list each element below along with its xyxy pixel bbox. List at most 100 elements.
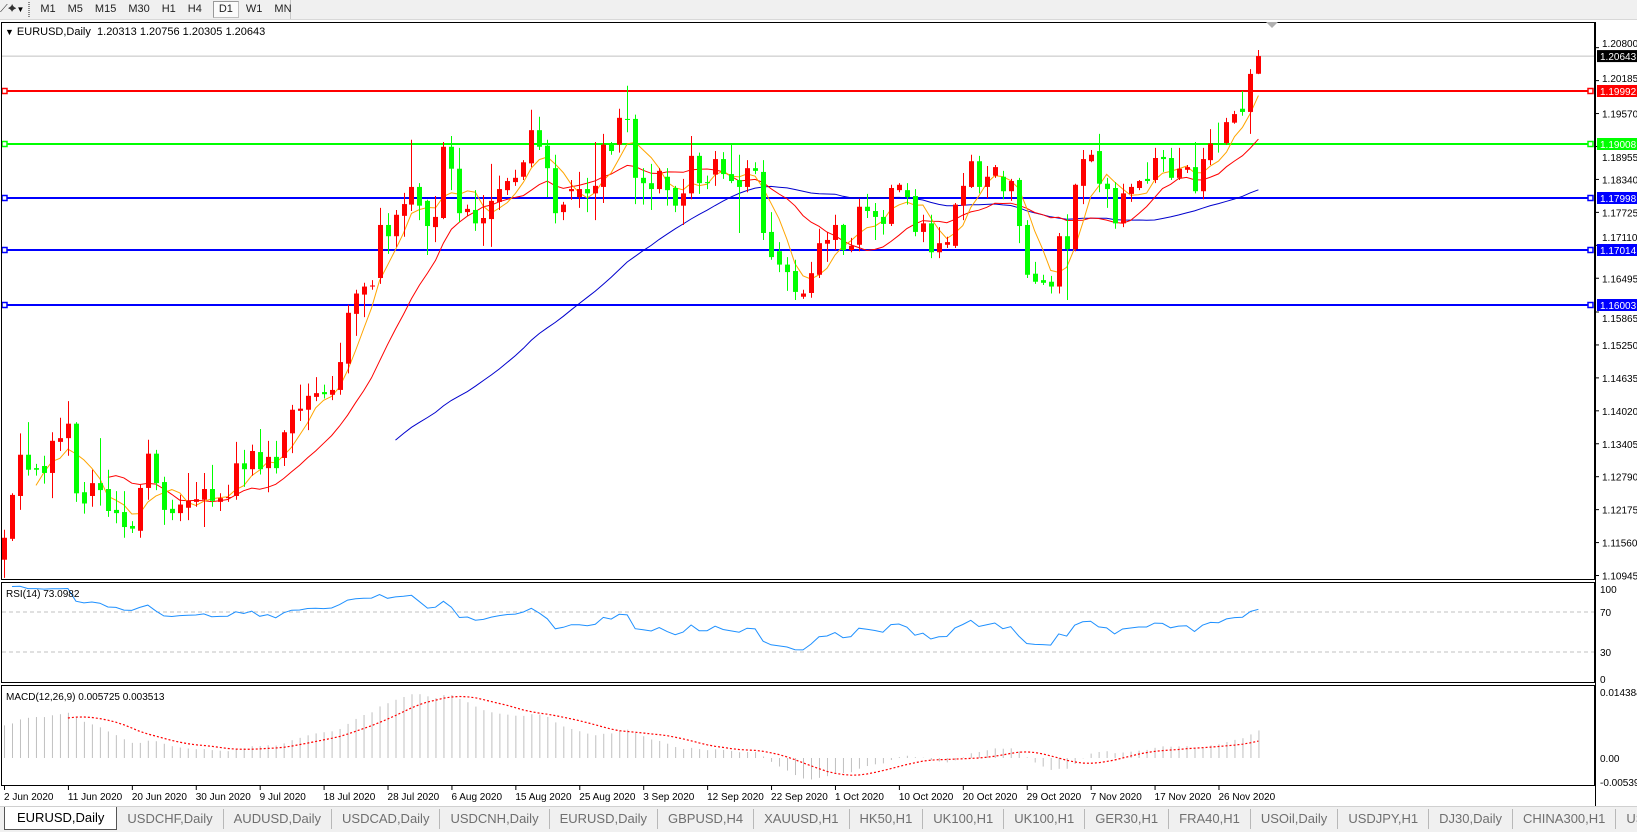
- chart-area[interactable]: 1.20800 1.20185 1.19570 1.18955 1.18340 1.177…: [0, 0, 1637, 806]
- chart-tab[interactable]: USDCNH,Daily: [440, 809, 550, 829]
- chart-tab[interactable]: HK50,H1: [850, 809, 924, 829]
- candle-bull: [745, 168, 750, 187]
- candle-bear: [1161, 156, 1166, 160]
- candle-bull: [1129, 186, 1134, 194]
- price-tick-label: 1.12790: [1602, 473, 1637, 484]
- candle-bull: [1121, 193, 1126, 224]
- candle-bear: [873, 211, 878, 217]
- date-label: 25 Aug 2020: [579, 792, 636, 803]
- chart-tab[interactable]: UK100,H1: [1004, 809, 1086, 829]
- candle-bull: [1089, 154, 1094, 162]
- rsi-tick-label: 30: [1600, 648, 1612, 659]
- candle-bull: [529, 130, 534, 164]
- candle-bull: [18, 454, 23, 496]
- chart-tab[interactable]: CHINA300,H1: [1513, 809, 1617, 829]
- chart-tab[interactable]: FRA40,H1: [1169, 809, 1251, 829]
- date-label: 17 Nov 2020: [1155, 792, 1212, 803]
- date-label: 2 Jun 2020: [4, 792, 54, 803]
- chart-tab[interactable]: AUDUSD,Daily: [224, 809, 333, 829]
- candle-bull: [817, 243, 822, 275]
- chart-tab[interactable]: EURUSD,Daily: [550, 809, 658, 829]
- level-price-label: 1.17998: [1600, 194, 1637, 205]
- chart-tab[interactable]: USDJPY,H1: [1338, 809, 1430, 829]
- timeframe-m15[interactable]: M15: [94, 3, 117, 15]
- chart-tab[interactable]: USDCHF,Daily: [117, 809, 224, 829]
- level-left-handle[interactable]: [2, 246, 8, 254]
- candle-bull: [513, 177, 518, 183]
- candle-bear: [26, 454, 31, 470]
- candle-bear: [473, 209, 478, 224]
- date-label: 15 Aug 2020: [515, 792, 572, 803]
- candle-bear: [769, 231, 774, 258]
- level-right-handle[interactable]: [1587, 87, 1594, 95]
- candle-bull: [338, 362, 343, 390]
- candle-bear: [705, 182, 710, 184]
- price-tick-label: 1.18340: [1602, 175, 1637, 186]
- line-tools-icon[interactable]: ⟋✦: [0, 3, 17, 15]
- candle-bull: [266, 456, 271, 469]
- rsi-panel[interactable]: [1, 582, 1595, 683]
- chart-tab[interactable]: DJ30,Daily: [1429, 809, 1514, 829]
- candle-bear: [1113, 188, 1118, 224]
- level-right-handle[interactable]: [1587, 140, 1594, 148]
- level-left-handle[interactable]: [2, 140, 8, 148]
- level-right-handle[interactable]: [1587, 246, 1594, 254]
- level-right-handle[interactable]: [1587, 194, 1594, 202]
- chart-tab[interactable]: GER30,H1: [1085, 809, 1170, 829]
- candle-bull: [1201, 159, 1206, 192]
- chart-tab[interactable]: USDCAD,Daily: [332, 809, 441, 829]
- candle-bear: [1216, 143, 1221, 145]
- candle-bull: [809, 273, 814, 293]
- date-label: 11 Jun 2020: [68, 792, 123, 803]
- candle-bull: [569, 189, 574, 192]
- timeframe-h1[interactable]: H1: [161, 3, 176, 15]
- timeframe-w1[interactable]: W1: [245, 3, 263, 15]
- candle-bear: [1193, 167, 1198, 192]
- candle-bull: [66, 423, 71, 439]
- candle-bear: [1049, 281, 1054, 287]
- candle-bear: [793, 271, 798, 292]
- level-right-handle[interactable]: [1587, 301, 1594, 309]
- timeframe-mn[interactable]: MN: [274, 3, 292, 15]
- timeframe-h4[interactable]: H4: [187, 3, 202, 15]
- level-left-handle[interactable]: [2, 194, 8, 202]
- candle-bear: [753, 168, 758, 171]
- chart-tab[interactable]: EURUSD,Daily: [4, 807, 118, 830]
- candle-bear: [1145, 178, 1150, 182]
- chart-tab[interactable]: USOil,H1: [1616, 809, 1637, 829]
- candle-bear: [721, 159, 726, 175]
- level-price-tag: [1597, 138, 1637, 150]
- chart-tab[interactable]: USOil,Daily: [1251, 809, 1339, 829]
- chart-tab[interactable]: GBPUSD,H4: [658, 809, 755, 829]
- candle-bull: [897, 184, 902, 191]
- dropdown-arrow-icon[interactable]: ▼: [16, 5, 25, 14]
- timeframe-m30[interactable]: M30: [128, 3, 150, 15]
- candle-bear: [841, 224, 846, 251]
- collapse-triangle-icon[interactable]: ▼: [5, 27, 14, 37]
- candle-bear: [130, 525, 135, 529]
- candle-bull: [961, 185, 966, 206]
- price-tick-label: 1.18955: [1602, 153, 1637, 164]
- candle-bear: [881, 216, 886, 224]
- candle-bear: [913, 196, 918, 232]
- chart-shift-marker[interactable]: [1266, 22, 1278, 28]
- candle-bear: [777, 251, 782, 265]
- price-tick-label: 1.19570: [1602, 110, 1637, 121]
- level-left-handle[interactable]: [2, 301, 8, 309]
- macd-panel[interactable]: [1, 685, 1595, 786]
- toolbar-group: ⟋✦ ▼ M1 M5 M15 M30 H1 H4 D1 W1 MN: [0, 0, 292, 19]
- toolbar-grip[interactable]: [28, 2, 31, 17]
- level-left-handle[interactable]: [2, 87, 8, 95]
- chart-tab[interactable]: UK100,H1: [923, 809, 1005, 829]
- candle-bull: [1208, 143, 1213, 161]
- candle-bear: [242, 463, 247, 470]
- candle-bear: [457, 168, 462, 214]
- candle-bear: [210, 489, 215, 501]
- timeframe-d1[interactable]: D1: [212, 1, 239, 18]
- candle-bear: [154, 453, 159, 484]
- timeframe-m1[interactable]: M1: [40, 3, 56, 15]
- chart-tab[interactable]: XAUUSD,H1: [754, 809, 850, 829]
- timeframe-m5[interactable]: M5: [67, 3, 83, 15]
- price-panel[interactable]: [1, 22, 1595, 580]
- candle-bear: [114, 509, 119, 514]
